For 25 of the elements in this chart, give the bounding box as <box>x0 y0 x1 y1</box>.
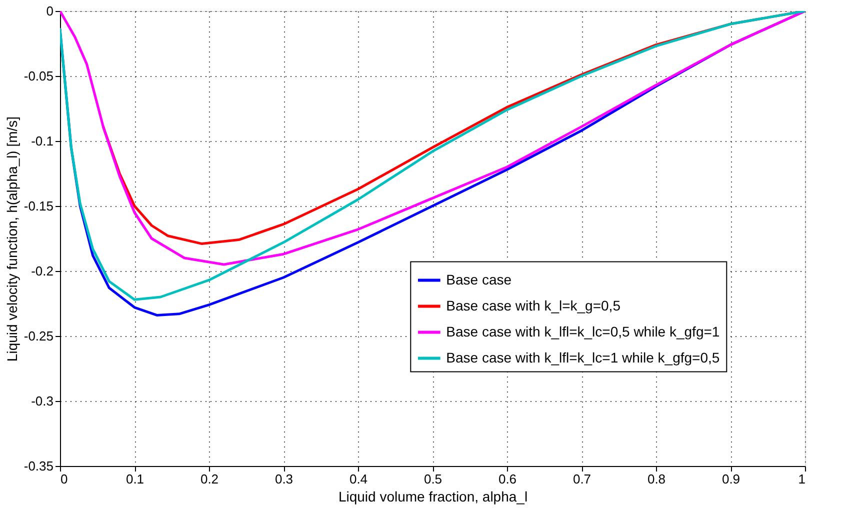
legend-label: Base case with k_l=k_g=0,5 <box>446 297 621 314</box>
y-tick-label: -0.35 <box>24 458 54 474</box>
x-tick-label: 1 <box>798 472 806 486</box>
y-tick-label: -0.15 <box>24 198 54 214</box>
x-tick-label: 0.1 <box>126 472 144 486</box>
x-tick-label: 0.3 <box>274 472 294 486</box>
x-tick-label: 0.2 <box>200 472 219 486</box>
x-axis-title: Liquid volume fraction, alpha_l <box>338 488 528 504</box>
legend-label: Base case with k_lfl=k_lc=0,5 while k_gfg=1 <box>446 323 720 340</box>
y-tick-label: 0 <box>46 4 54 18</box>
x-tick-label: 0.5 <box>424 472 442 486</box>
x-tick-label: 0.6 <box>498 472 517 486</box>
y-tick-label: -0.1 <box>31 134 54 148</box>
x-tick-label: 0.8 <box>647 472 666 486</box>
x-tick-label: 0 <box>60 472 68 486</box>
x-tick-label: 0.9 <box>722 472 740 486</box>
x-tick-label: 0.4 <box>349 472 368 486</box>
y-axis-title: Liquid velocity function, h(alpha_l) [m/s] <box>4 116 20 362</box>
x-tick-label: 0.7 <box>572 472 592 486</box>
legend-label: Base case with k_lfl=k_lc=1 while k_gfg=0,5 <box>446 349 720 366</box>
y-tick-label: -0.25 <box>24 328 54 344</box>
y-tick-label: -0.05 <box>24 68 54 84</box>
legend-label: Base case <box>446 271 512 288</box>
y-tick-label: -0.2 <box>31 264 54 278</box>
y-tick-label: -0.3 <box>31 394 54 408</box>
